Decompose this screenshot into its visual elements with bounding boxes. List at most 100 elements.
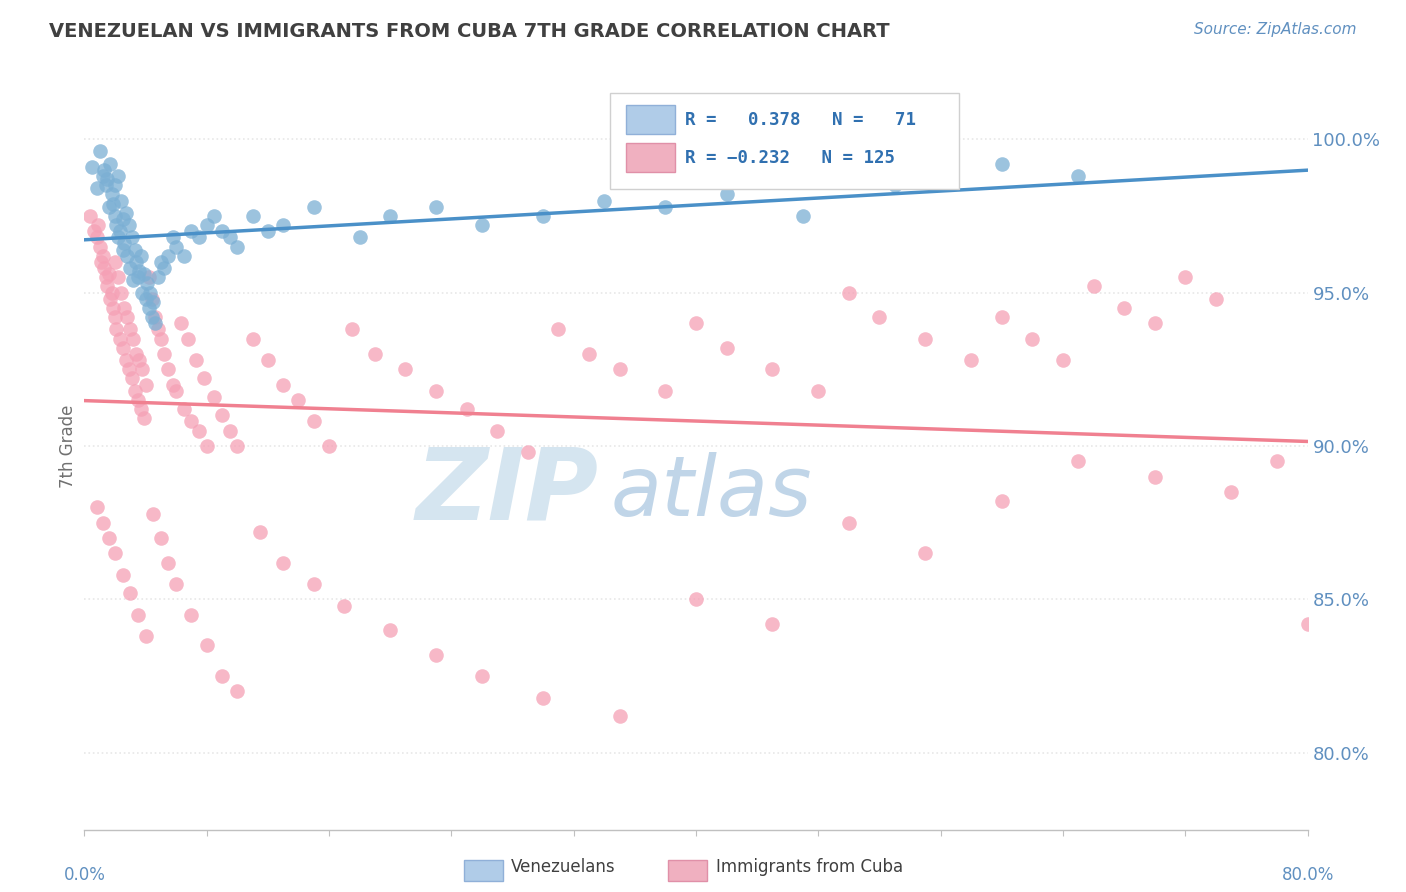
Point [122,273,145,287]
Point [125,347,148,361]
Point [302,577,325,591]
Text: Immigrants from Cuba: Immigrants from Cuba [716,858,903,876]
Point [1114,301,1136,315]
Point [1067,169,1090,183]
Point [131,285,153,300]
Point [142,507,165,521]
Point [1143,469,1166,483]
Point [456,402,478,417]
Point [135,292,157,306]
Point [153,260,176,275]
Point [104,178,127,193]
Text: 0.0%: 0.0% [63,866,105,884]
Point [135,377,157,392]
Point [271,218,294,232]
Point [170,316,193,330]
Text: R =   0.378   N =   71: R = 0.378 N = 71 [685,111,915,129]
Point [202,390,225,404]
Point [94,270,117,285]
Point [139,285,162,300]
FancyBboxPatch shape [610,93,959,189]
Point [318,439,340,453]
Point [97,200,120,214]
Point [1021,332,1043,346]
Point [110,285,132,300]
Point [249,524,271,539]
Point [108,224,131,238]
Point [125,255,148,269]
Point [257,224,280,238]
Point [107,270,129,285]
Point [111,567,134,582]
Point [132,411,155,425]
Point [138,301,160,315]
Point [340,322,363,336]
Point [135,629,157,643]
Point [991,494,1014,508]
Point [838,285,860,300]
Point [654,384,676,398]
Point [93,162,115,177]
Point [869,310,891,325]
Point [173,249,195,263]
Point [761,617,783,632]
Point [716,187,738,202]
Point [226,439,249,453]
Point [195,439,218,453]
Point [105,218,128,232]
Point [195,639,218,653]
Text: Source: ZipAtlas.com: Source: ZipAtlas.com [1194,22,1357,37]
Point [93,260,115,275]
Point [364,347,387,361]
Point [593,194,616,208]
Point [1052,353,1074,368]
Point [685,592,707,607]
Point [609,362,631,376]
Point [195,218,218,232]
Point [486,424,509,438]
Point [107,230,129,244]
Point [157,362,180,376]
Point [141,292,163,306]
Point [516,445,538,459]
Point [138,270,160,285]
Point [960,353,983,368]
Point [242,332,264,346]
Point [425,384,447,398]
Text: R = −0.232   N = 125: R = −0.232 N = 125 [685,149,896,168]
Point [380,209,402,223]
Point [184,353,207,368]
Point [180,607,202,622]
Point [124,243,146,257]
Text: VENEZUELAN VS IMMIGRANTS FROM CUBA 7TH GRADE CORRELATION CHART: VENEZUELAN VS IMMIGRANTS FROM CUBA 7TH G… [49,22,890,41]
Point [211,409,233,423]
Point [716,341,738,355]
Point [761,362,783,376]
Point [157,249,180,263]
Point [177,332,200,346]
Point [103,301,125,315]
Point [165,577,187,591]
Point [115,310,138,325]
Point [112,236,135,251]
Point [1174,270,1197,285]
Point [110,194,132,208]
Point [226,684,249,698]
Point [380,623,402,637]
Point [578,347,600,361]
Point [226,239,249,253]
Point [94,178,117,193]
Point [91,249,114,263]
FancyBboxPatch shape [626,143,675,172]
Point [394,362,416,376]
Point [120,260,142,275]
Point [471,218,494,232]
Point [162,230,184,244]
Point [654,200,676,214]
Text: atlas: atlas [610,451,813,533]
Text: ZIP: ZIP [415,443,598,541]
Point [83,224,105,238]
Point [146,322,169,336]
Point [87,218,110,232]
Point [883,178,905,193]
